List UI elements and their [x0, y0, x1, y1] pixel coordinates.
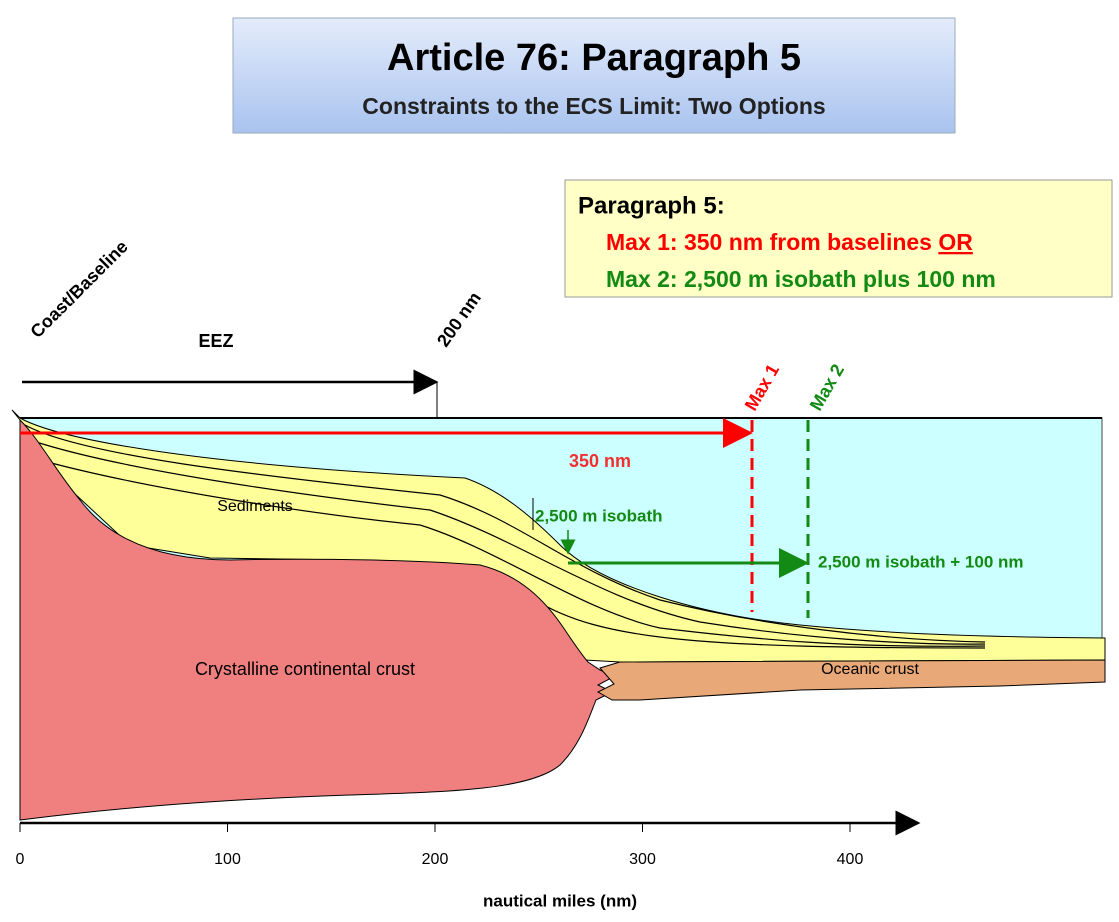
- eez-label: EEZ: [198, 331, 233, 351]
- limit-200-label: 200 nm: [433, 288, 485, 350]
- coast-label: Coast/Baseline: [26, 236, 131, 341]
- distance-350-label: 350 nm: [569, 451, 631, 471]
- isobath-label: 2,500 m isobath: [535, 506, 663, 525]
- subtitle: Constraints to the ECS Limit: Two Option…: [362, 93, 825, 119]
- sediments-label: Sediments: [217, 498, 293, 515]
- info-max1: Max 1: 350 nm from baselines OR: [606, 229, 973, 255]
- info-max2: Max 2: 2,500 m isobath plus 100 nm: [606, 266, 996, 292]
- info-max1-or: OR: [938, 229, 973, 255]
- max2-label: Max 2: [806, 361, 848, 414]
- isobath-plus-label: 2,500 m isobath + 100 nm: [818, 552, 1024, 571]
- diagram: Article 76: Paragraph 5 Constraints to t…: [0, 0, 1119, 922]
- tick-label: 300: [629, 851, 656, 868]
- info-heading: Paragraph 5:: [578, 192, 725, 219]
- axis-title: nautical miles (nm): [483, 891, 637, 910]
- oceanic-crust-label: Oceanic crust: [821, 661, 919, 678]
- continental-crust-label: Crystalline continental crust: [195, 659, 415, 679]
- tick-label: 200: [422, 851, 449, 868]
- x-ticks: 0 100 200 300 400: [16, 823, 864, 868]
- max1-label: Max 1: [741, 361, 783, 414]
- tick-label: 100: [214, 851, 241, 868]
- info-max1-text: Max 1: 350 nm from baselines: [606, 229, 932, 255]
- tick-label: 400: [837, 851, 864, 868]
- tick-label: 0: [16, 851, 25, 868]
- title: Article 76: Paragraph 5: [387, 37, 801, 79]
